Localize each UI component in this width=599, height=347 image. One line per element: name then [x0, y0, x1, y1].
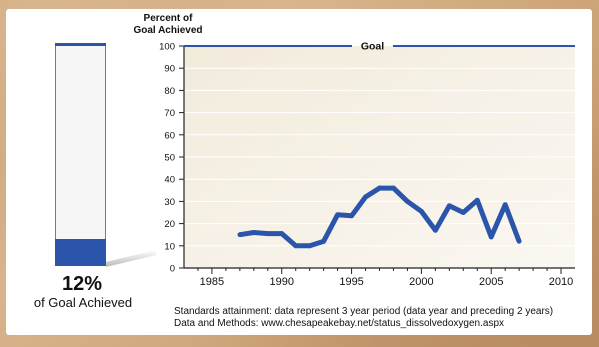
- data-point: [251, 230, 257, 235]
- data-point: [237, 232, 243, 238]
- data-point: [432, 227, 438, 233]
- data-point: [460, 210, 466, 215]
- y-tick-label: 60: [164, 130, 175, 141]
- data-point: [349, 213, 354, 219]
- y-tick-label: 100: [159, 42, 175, 53]
- data-point: [474, 197, 480, 203]
- data-point: [265, 231, 271, 236]
- y-tick-label: 10: [164, 241, 175, 252]
- data-point: [446, 203, 452, 209]
- y-tick-label: 0: [170, 264, 175, 275]
- y-tick-label: 80: [164, 86, 175, 97]
- percent-achieved-caption: of Goal Achieved: [33, 295, 133, 310]
- data-point: [335, 212, 341, 218]
- data-point: [363, 194, 368, 200]
- data-point: [391, 185, 396, 191]
- goal-line: Goal: [184, 41, 575, 53]
- x-tick-label: 1995: [339, 276, 363, 288]
- y-tick-label: 50: [164, 153, 175, 164]
- data-point: [377, 185, 382, 191]
- x-tick-label: 2000: [409, 276, 433, 288]
- y-tick-label: 20: [164, 219, 175, 230]
- goal-gauge-fill: [55, 239, 106, 266]
- axes: [179, 45, 575, 274]
- y-axis-title-line-2: Goal Achieved: [133, 25, 203, 36]
- percent-achieved-value: 12%: [61, 273, 103, 295]
- x-tick-label: 2005: [479, 276, 503, 288]
- goal-gauge: [55, 45, 106, 266]
- goal-gauge-rim: [55, 43, 106, 46]
- tick-labels: 0 10 20 30 40 50 60 70 80 90 100 1985 1990 1995 2000 20…: [159, 42, 573, 289]
- data-point: [516, 238, 522, 244]
- y-tick-label: 70: [164, 108, 175, 119]
- data-point: [307, 243, 313, 249]
- y-tick-label: 30: [164, 197, 175, 208]
- y-tick-label: 40: [164, 175, 175, 186]
- data-point: [405, 199, 410, 204]
- x-tick-label: 1990: [270, 276, 294, 288]
- series-layer: [237, 185, 522, 249]
- data-point: [279, 231, 285, 236]
- x-tick-label: 1985: [200, 276, 224, 288]
- grid-lines: [184, 67, 575, 247]
- footnote: Standards attainment: data represent 3 y…: [174, 306, 594, 330]
- data-point: [321, 238, 327, 244]
- y-axis-title-line-1: Percent of: [143, 13, 193, 24]
- y-axis-title: Percent of Goal Achieved: [133, 13, 203, 37]
- footnote-methods: Data and Methods: www.chesapeakebay.net/…: [174, 318, 505, 329]
- data-point: [418, 208, 424, 214]
- data-point: [293, 243, 299, 249]
- data-point: [502, 202, 508, 208]
- x-tick-label: 2010: [549, 276, 573, 288]
- goal-label: Goal: [361, 41, 384, 53]
- data-point: [488, 234, 494, 240]
- footnote-standards: Standards attainment: data represent 3 y…: [174, 306, 554, 317]
- y-tick-label: 90: [164, 64, 175, 75]
